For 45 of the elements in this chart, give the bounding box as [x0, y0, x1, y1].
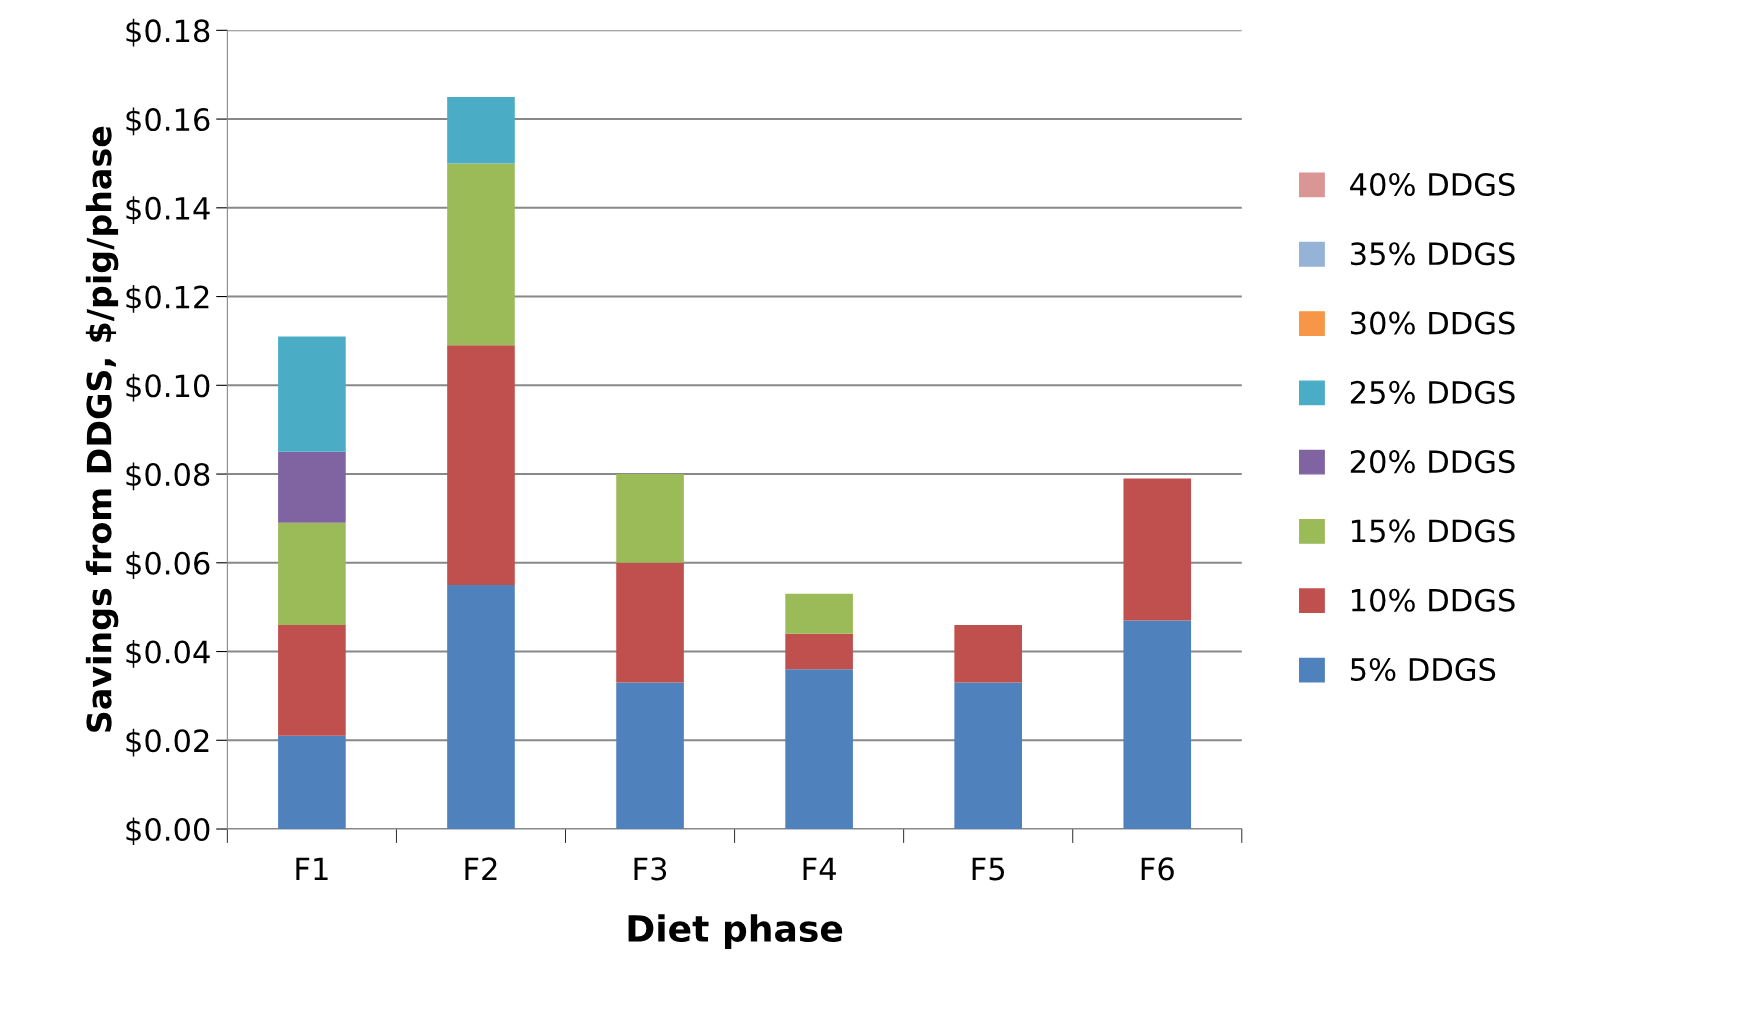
- y-tick-label: $0.06: [126, 551, 210, 579]
- y-tick-label: $0.02: [126, 728, 209, 757]
- bar: [278, 336, 346, 452]
- bar: [447, 96, 515, 164]
- y-tick-label: $0.12: [126, 284, 209, 313]
- y-tick-label: $0.14: [126, 196, 210, 224]
- x-tick-label: F4: [803, 857, 836, 881]
- bar: [447, 163, 515, 346]
- bar: [616, 682, 684, 830]
- legend-label: 35% DDGS: [1350, 242, 1515, 266]
- legend-label: 30% DDGS: [1350, 311, 1515, 335]
- x-tick-label: F6: [1141, 857, 1174, 881]
- bar: [278, 624, 346, 736]
- bar: [785, 633, 853, 670]
- legend-label: 10% DDGS: [1351, 588, 1515, 612]
- legend-label: 40% DDGS: [1350, 172, 1515, 197]
- x-tick-label: F3: [634, 857, 667, 881]
- bar: [278, 735, 346, 830]
- y-tick-label: $0.08: [126, 462, 210, 491]
- y-axis-title: Savings from DDGS, $/pig/phase: [85, 126, 119, 732]
- x-tick-label: F1: [296, 857, 328, 881]
- bar: [616, 562, 684, 683]
- y-tick-label: $0.04: [126, 639, 210, 668]
- bar: [1123, 478, 1192, 621]
- bar: [616, 474, 684, 563]
- bar: [278, 522, 346, 625]
- x-axis-title: Diet phase: [628, 914, 843, 950]
- legend-label: 5% DDGS: [1350, 657, 1496, 682]
- y-tick-label: $0.00: [126, 817, 210, 846]
- bar: [278, 451, 346, 523]
- bar: [447, 345, 515, 585]
- x-tick-label: F2: [465, 857, 497, 881]
- bar: [785, 669, 853, 830]
- bar: [954, 682, 1022, 830]
- legend-label: 25% DDGS: [1350, 380, 1515, 404]
- bar: [1123, 620, 1192, 830]
- x-tick-label: F5: [972, 857, 1005, 881]
- legend-label: 20% DDGS: [1350, 450, 1515, 474]
- bar: [447, 584, 515, 830]
- y-tick-label: $0.18: [126, 18, 210, 47]
- y-tick-label: $0.10: [126, 373, 210, 402]
- legend-label: 15% DDGS: [1351, 519, 1515, 543]
- y-tick-label: $0.16: [126, 107, 210, 136]
- bar: [954, 624, 1022, 683]
- bar: [785, 593, 853, 634]
